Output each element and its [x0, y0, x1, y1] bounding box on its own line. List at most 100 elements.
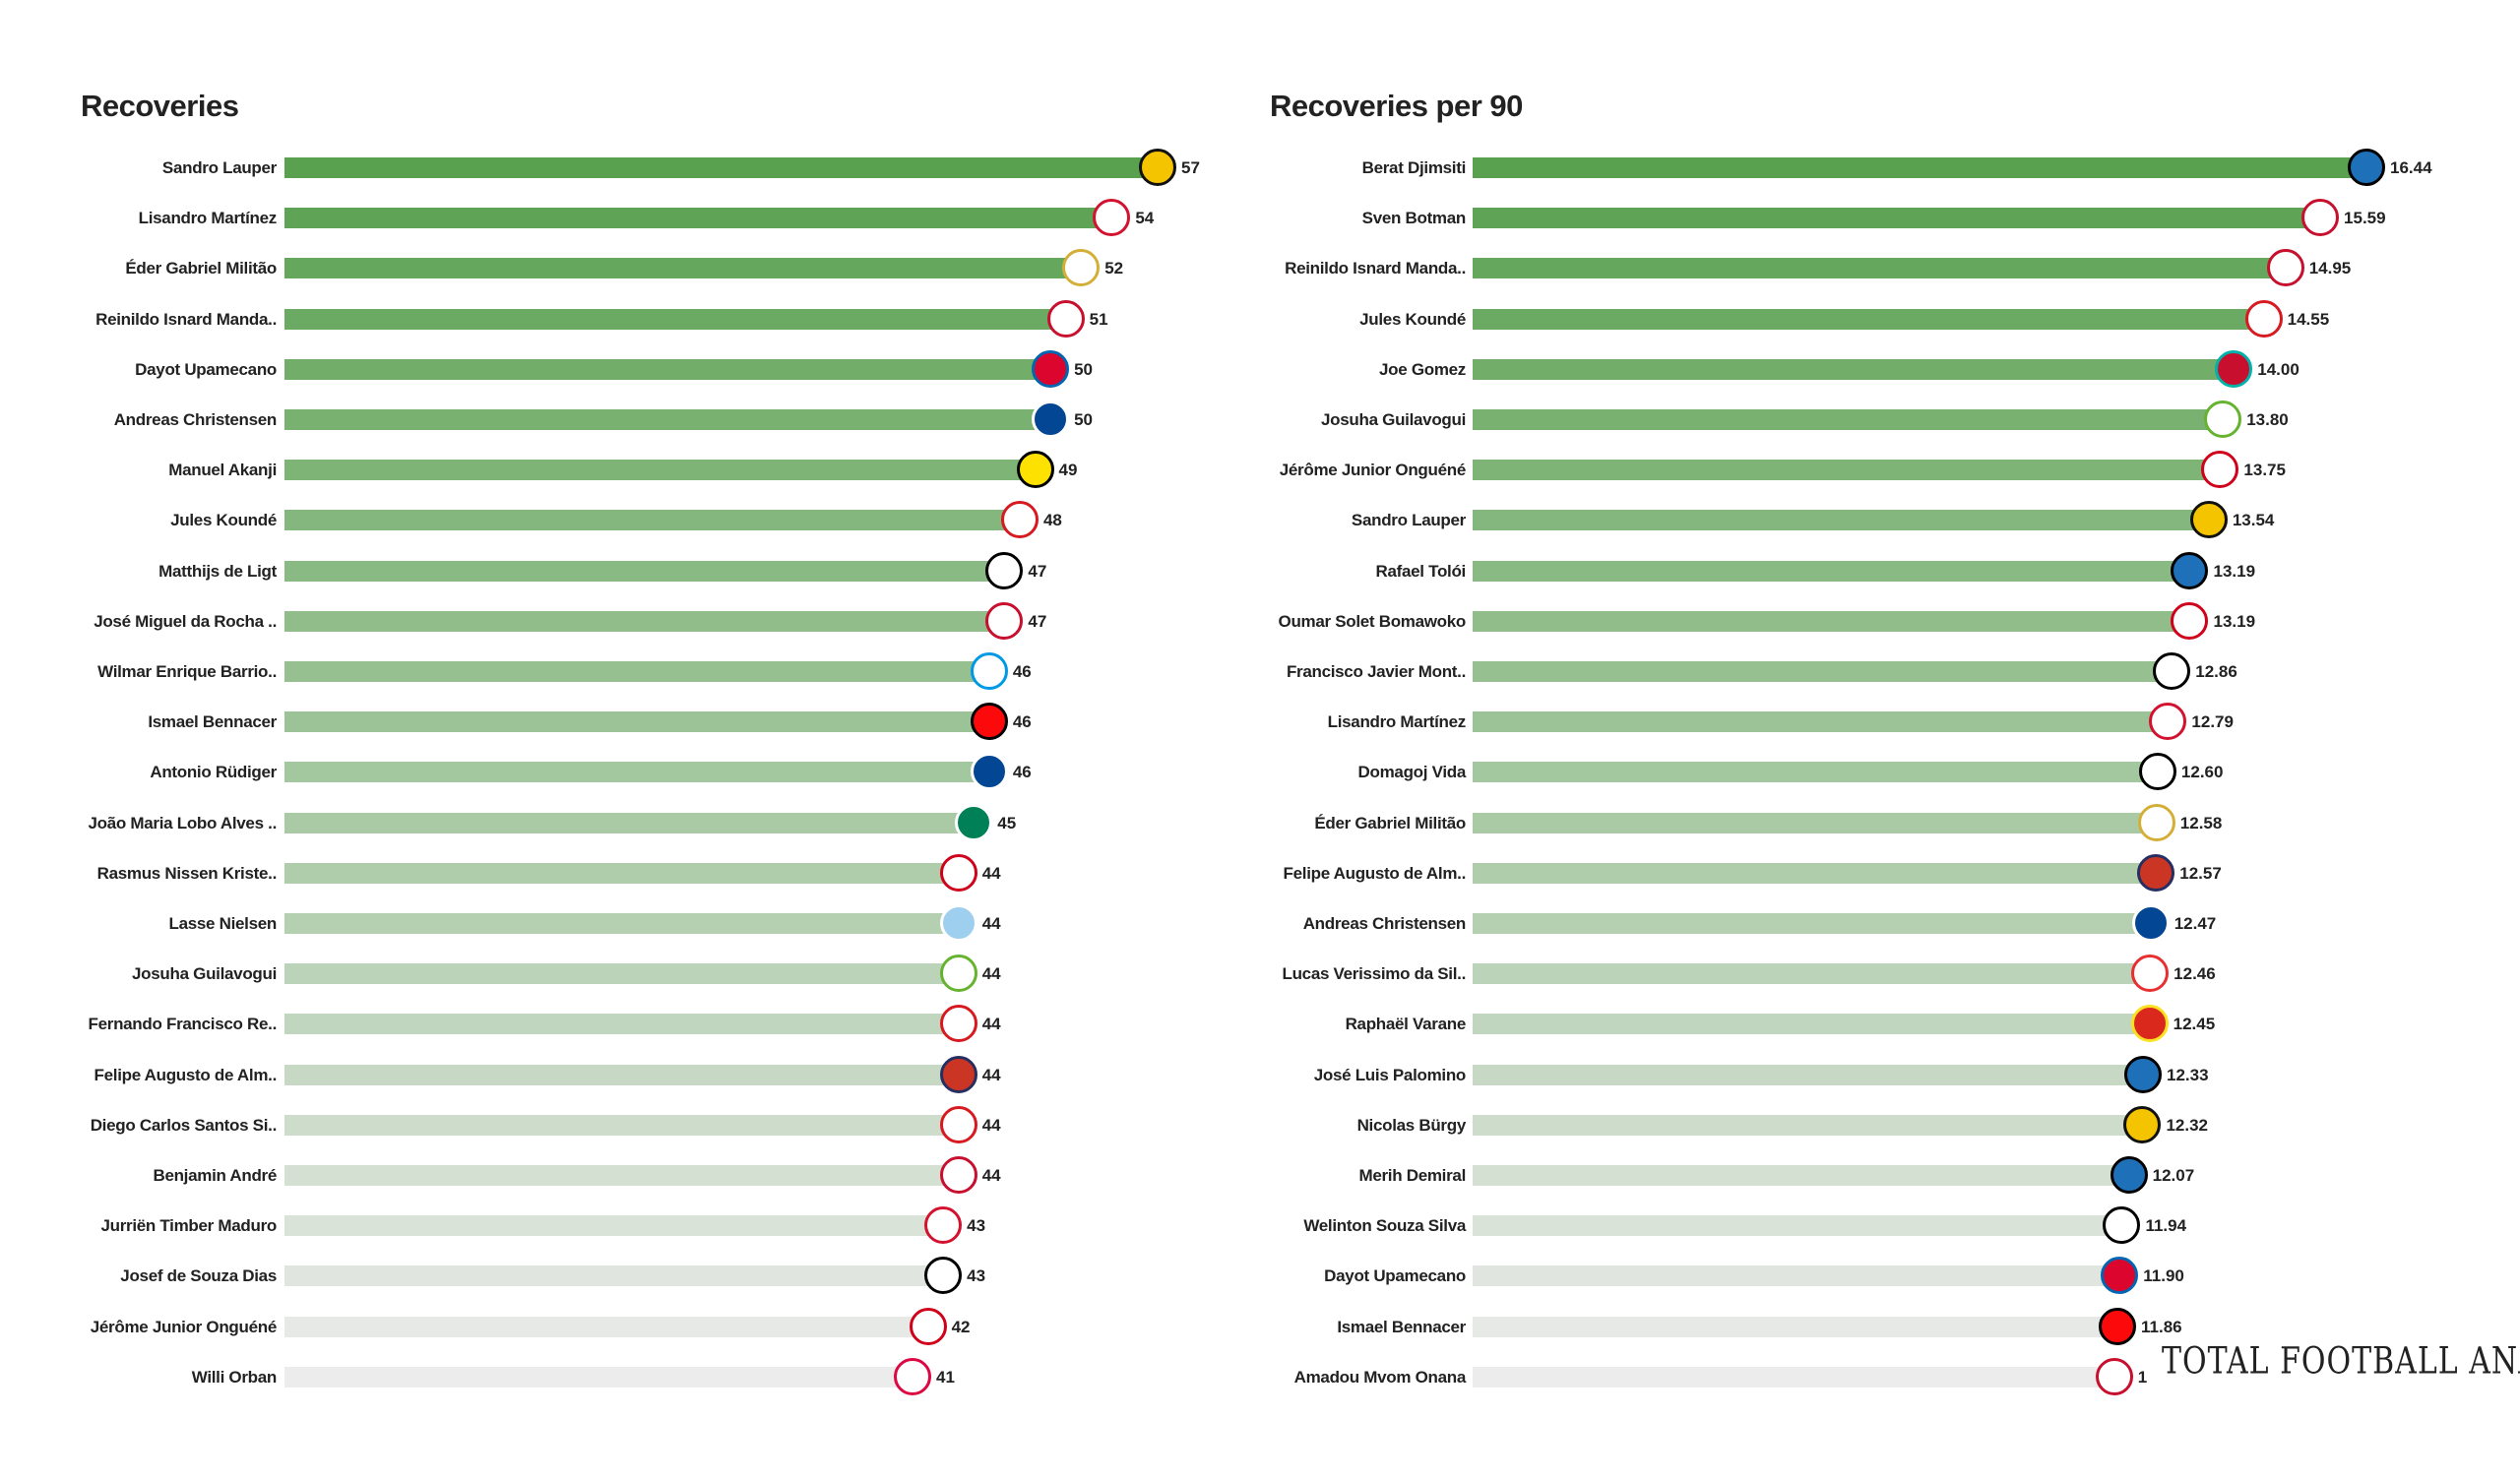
- value-label: 11.94: [2145, 1216, 2187, 1236]
- category-label: Jérôme Junior Onguéné: [1279, 461, 1467, 480]
- category-label: Francisco Javier Mont..: [1286, 662, 1466, 681]
- bar-row: Lisandro Martínez 12.79: [0, 697, 2520, 747]
- value-label: 46: [1012, 763, 1032, 782]
- lille-crest-icon: [939, 1156, 977, 1194]
- category-label: Ismael Bennacer: [1337, 1317, 1466, 1336]
- atalanta-crest-icon: [2124, 1055, 2162, 1093]
- value-label: 44: [981, 863, 1001, 883]
- bar: [284, 762, 989, 783]
- category-label: Welinton Souza Silva: [1303, 1216, 1466, 1236]
- sevilla-crest-icon: [939, 1105, 977, 1143]
- category-label: Jurriën Timber Maduro: [100, 1216, 277, 1236]
- bar: [1473, 1215, 2122, 1237]
- bar-row: Lucas Verissimo da Sil.. 12.46: [0, 949, 2520, 999]
- value-label: 44: [981, 1015, 1001, 1034]
- value-label: 12.60: [2180, 763, 2224, 782]
- category-label: Dayot Upamecano: [135, 359, 277, 379]
- category-label: Fernando Francisco Re..: [88, 1015, 278, 1034]
- category-label: Josef de Souza Dias: [120, 1266, 277, 1286]
- real-madrid-crest-icon: [1062, 249, 1101, 287]
- category-label: Oumar Solet Bomawoko: [1278, 611, 1467, 631]
- bar: [1473, 409, 2224, 430]
- bar: [284, 1215, 944, 1237]
- atalanta-crest-icon: [2171, 551, 2209, 589]
- salzburg-crest-icon: [909, 1307, 947, 1345]
- bar-row: Sandro Lauper 13.54: [0, 495, 2520, 545]
- value-label: 52: [1104, 259, 1124, 278]
- sevilla-crest-icon: [939, 1005, 977, 1043]
- bar-row: Sven Botman 15.59: [0, 193, 2520, 243]
- ajax-crest-icon: [924, 1206, 963, 1245]
- bar: [1473, 560, 2190, 582]
- category-label: Sandro Lauper: [1351, 511, 1466, 530]
- category-label: Ismael Bennacer: [148, 712, 277, 732]
- bar-row: Manuel Akanji 49: [0, 445, 2520, 495]
- bar: [284, 963, 959, 985]
- category-label: Antonio Rüdiger: [150, 763, 277, 782]
- malmo-crest-icon: [939, 904, 977, 942]
- value-label: 43: [967, 1266, 986, 1286]
- atalanta-crest-icon: [2110, 1156, 2148, 1194]
- bar-row: Jérôme Junior Onguéné 42: [0, 1302, 2520, 1352]
- category-label: Sven Botman: [1361, 209, 1467, 228]
- bar: [1473, 913, 2151, 934]
- watermark-logo: TOTAL FOOTBALL ANALYSIS: [2162, 1339, 2520, 1384]
- bar-row: Welinton Souza Silva 11.94: [0, 1201, 2520, 1251]
- bar: [1473, 1114, 2143, 1136]
- bar-row: Josuha Guilavogui 44: [0, 949, 2520, 999]
- bar: [1473, 711, 2169, 733]
- bar-row: Jules Koundé 14.55: [0, 294, 2520, 344]
- category-label: Jules Koundé: [170, 511, 277, 530]
- category-label: Manuel Akanji: [168, 461, 277, 480]
- right-chart-title: Recoveries per 90: [1270, 89, 1523, 123]
- bar-row: Matthijs de Ligt 47: [0, 546, 2520, 596]
- category-label: José Miguel da Rocha ..: [94, 611, 277, 631]
- category-label: Andreas Christensen: [113, 410, 278, 429]
- bar: [1473, 963, 2151, 985]
- bar: [284, 913, 959, 934]
- bar-row: Ismael Bennacer 46: [0, 697, 2520, 747]
- bayern-crest-icon: [2101, 1257, 2139, 1295]
- bar-row: Berat Djimsiti 16.44: [0, 143, 2520, 193]
- value-label: 13.54: [2232, 511, 2275, 530]
- category-label: Raphaël Varane: [1345, 1015, 1467, 1034]
- bar-row: Jules Koundé 48: [0, 495, 2520, 545]
- ajax-crest-icon: [1093, 199, 1131, 237]
- bar-row: Rasmus Nissen Kriste.. 44: [0, 848, 2520, 898]
- value-label: 12.57: [2179, 863, 2222, 883]
- bar: [284, 1366, 914, 1388]
- value-label: 54: [1135, 209, 1155, 228]
- bar-row: Nicolas Bürgy 12.32: [0, 1100, 2520, 1150]
- value-label: 41: [936, 1367, 955, 1387]
- bar-row: Ismael Bennacer 11.86: [0, 1302, 2520, 1352]
- bar-row: Francisco Javier Mont.. 12.86: [0, 647, 2520, 697]
- bar: [1473, 862, 2157, 884]
- bar: [284, 258, 1082, 279]
- bar: [1473, 510, 2209, 531]
- bar-row: Lisandro Martínez 54: [0, 193, 2520, 243]
- bar-row: Willi Orban 41: [0, 1352, 2520, 1402]
- category-label: Matthijs de Ligt: [158, 561, 277, 581]
- value-label: 44: [981, 1115, 1001, 1135]
- atletico-crest-icon: [939, 1055, 977, 1093]
- category-label: Amadou Mvom Onana: [1293, 1367, 1467, 1387]
- bar-row: Felipe Augusto de Alm.. 12.57: [0, 848, 2520, 898]
- bar-row: José Miguel da Rocha .. 47: [0, 596, 2520, 647]
- value-label: 50: [1074, 359, 1093, 379]
- bar: [1473, 460, 2221, 481]
- value-label: 48: [1042, 511, 1062, 530]
- dortmund-crest-icon: [1016, 451, 1054, 489]
- bar: [1473, 308, 2264, 330]
- value-label: 14.95: [2308, 259, 2352, 278]
- real-madrid-crest-icon: [2137, 803, 2175, 841]
- salzburg-crest-icon: [2201, 451, 2239, 489]
- salzburg-crest-icon: [939, 853, 977, 892]
- bar-row: Fernando Francisco Re.. 44: [0, 999, 2520, 1049]
- category-label: Jules Koundé: [1359, 309, 1466, 329]
- category-label: Diego Carlos Santos Si..: [90, 1115, 278, 1135]
- bar: [284, 1064, 959, 1085]
- bar-row: Jérôme Junior Onguéné 13.75: [0, 445, 2520, 495]
- bar-row: Josef de Souza Dias 43: [0, 1251, 2520, 1301]
- bar-row: Amadou Mvom Onana 1: [0, 1352, 2520, 1402]
